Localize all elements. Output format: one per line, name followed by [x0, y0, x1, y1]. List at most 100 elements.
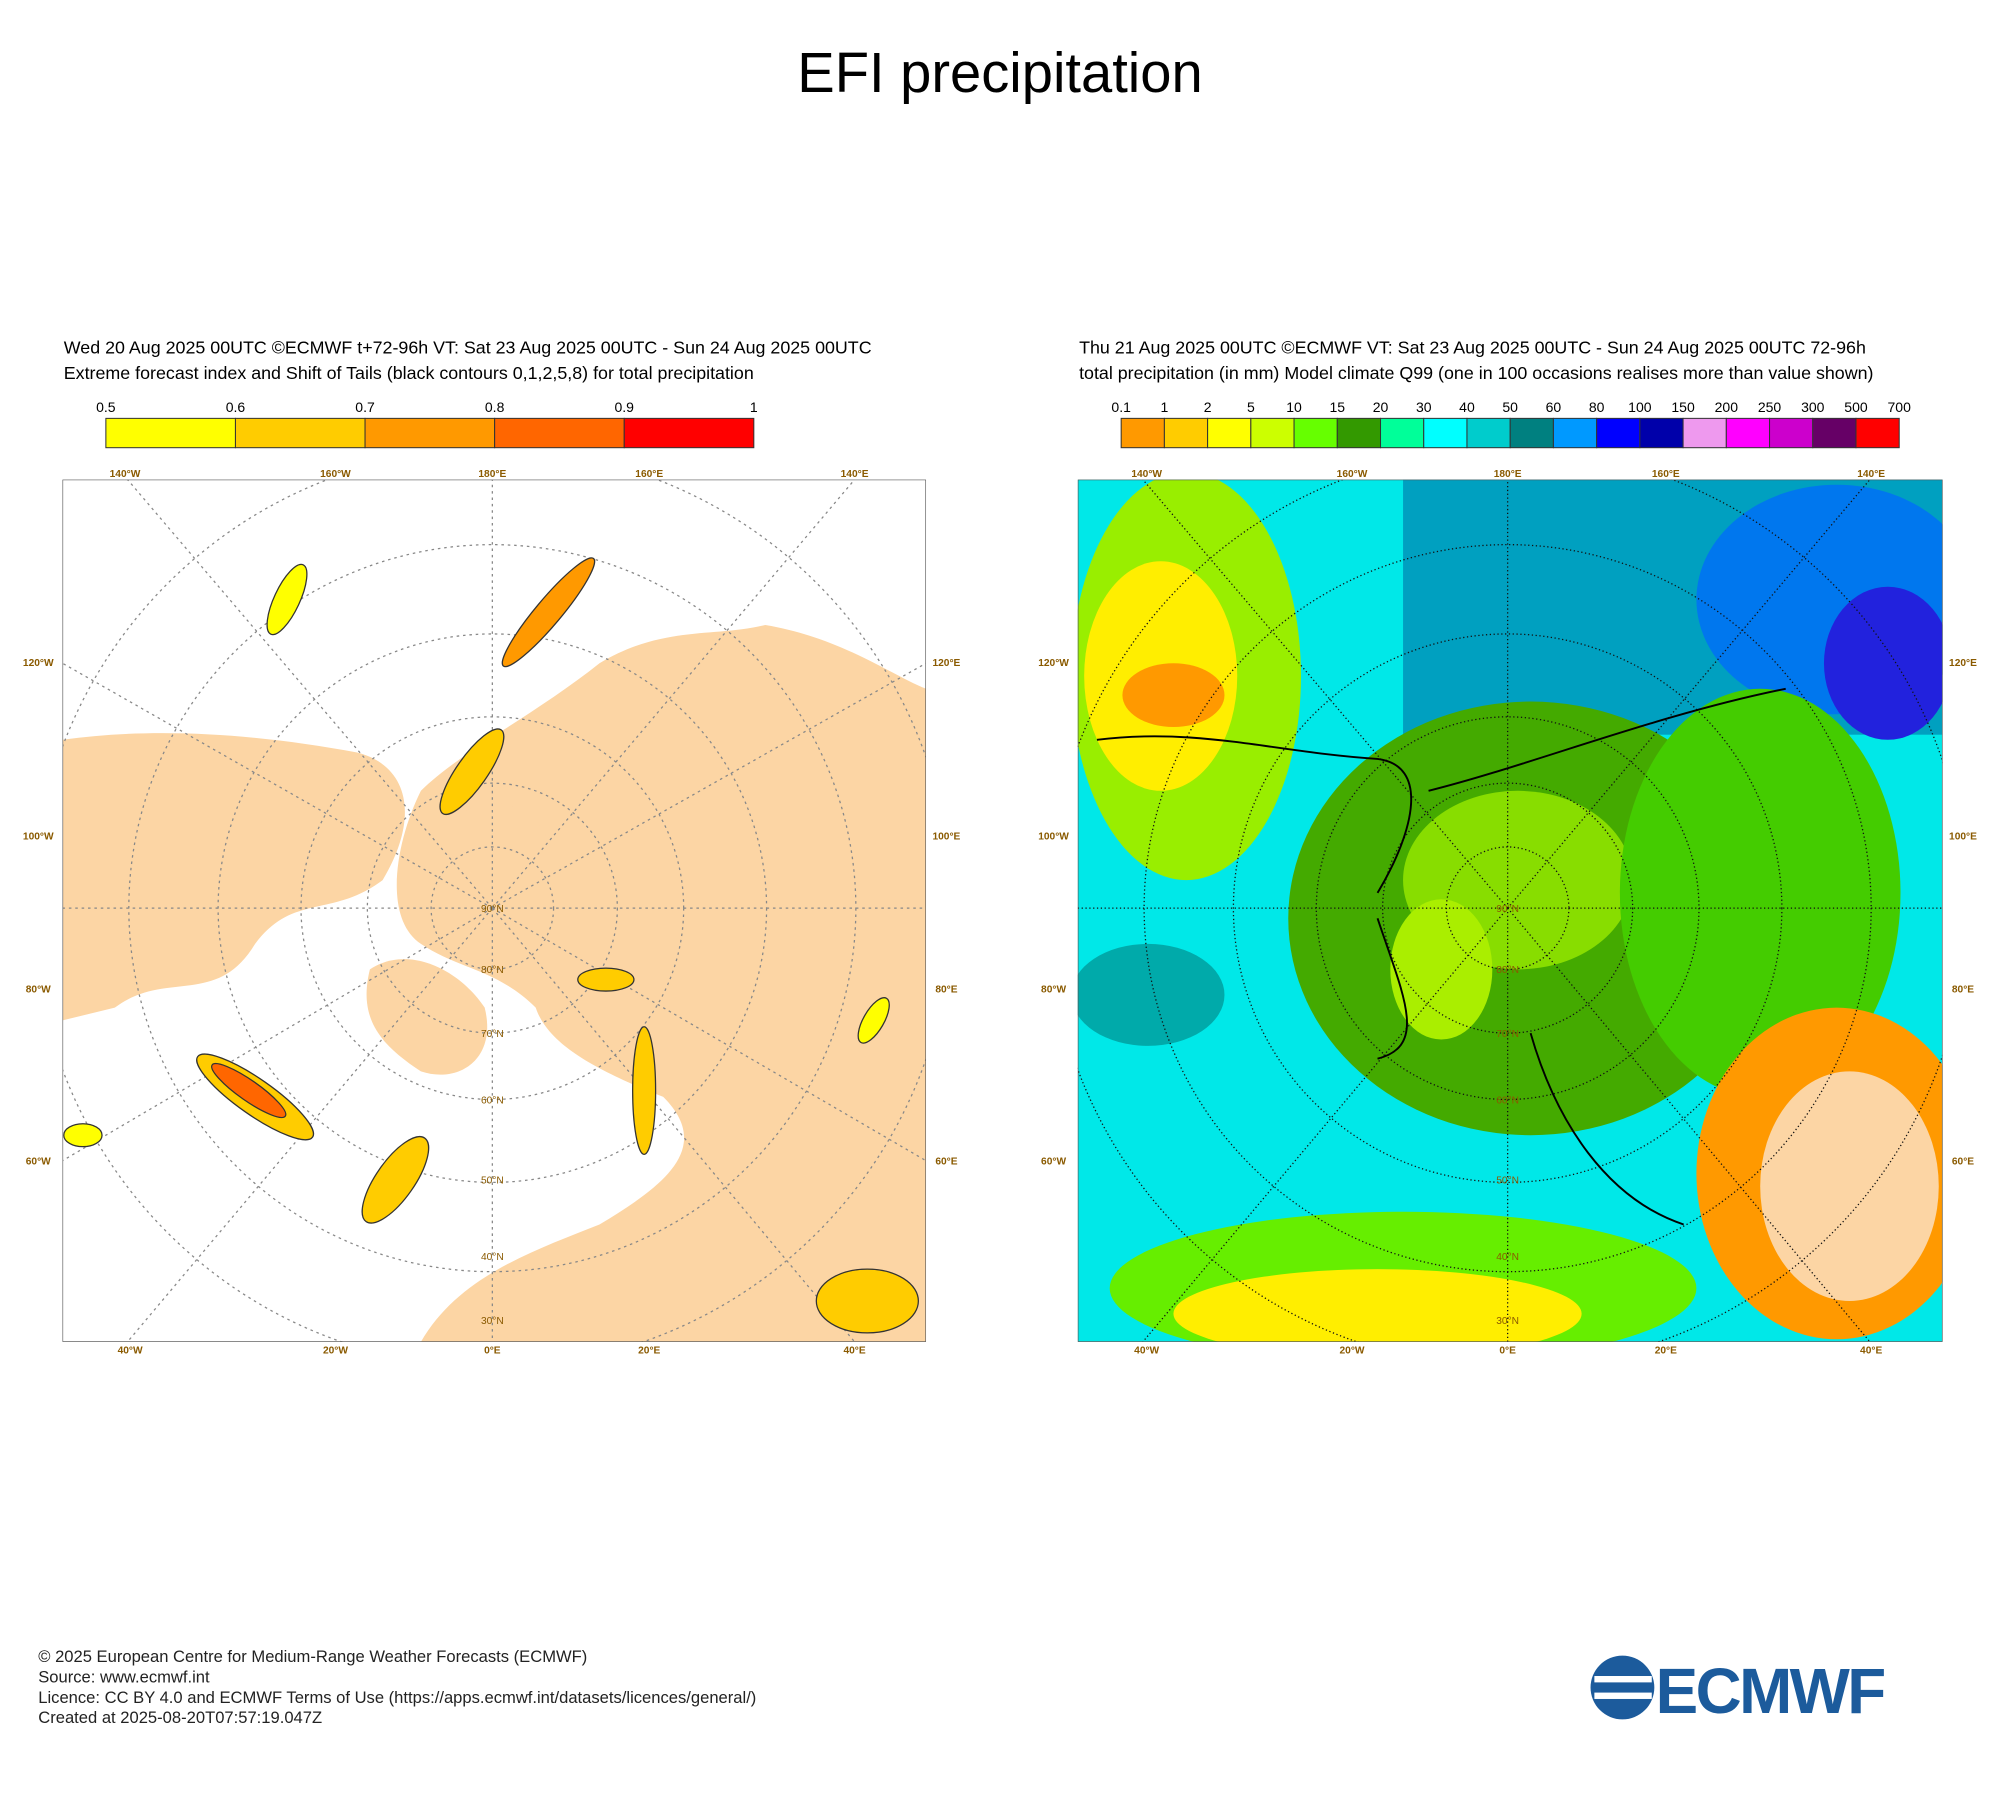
latitude-label: 90°N: [481, 904, 504, 915]
panel-header: Wed 20 Aug 2025 00UTC ©ECMWF t+72-96h VT…: [64, 337, 872, 357]
longitude-label: 140°E: [1857, 469, 1885, 480]
longitude-label: 80°E: [1952, 984, 1974, 995]
longitude-label: 20°E: [1655, 1345, 1677, 1356]
colorbar-label: 60: [1546, 399, 1562, 415]
colorbar-label: 1: [1160, 399, 1168, 415]
precipitation-map: [1077, 479, 1943, 1342]
colorbar-swatch: [1855, 417, 1900, 449]
colorbar-swatch: [105, 417, 236, 449]
latitude-label: 40°N: [1496, 1252, 1519, 1263]
colorbar-label: 0.7: [355, 399, 375, 415]
logo-text: ECMWF: [1656, 1655, 1885, 1727]
colorbar-swatch: [1293, 417, 1338, 449]
longitude-label: 40°E: [843, 1345, 865, 1356]
latitude-label: 60°N: [481, 1095, 504, 1106]
panel-header: total precipitation (in mm) Model climat…: [1079, 363, 1873, 383]
footer-line: Created at 2025-08-20T07:57:19.047Z: [38, 1708, 322, 1727]
colorbar-label: 1: [750, 399, 758, 415]
longitude-label: 120°E: [932, 658, 960, 669]
longitude-label: 180°E: [1494, 469, 1522, 480]
latitude-label: 70°N: [481, 1029, 504, 1040]
footer-line: © 2025 European Centre for Medium-Range …: [38, 1647, 587, 1666]
colorbar-swatch: [1466, 417, 1511, 449]
colorbar-label: 0.6: [226, 399, 246, 415]
longitude-label: 160°W: [320, 469, 351, 480]
latitude-label: 60°N: [1496, 1095, 1519, 1106]
colorbar-label: 20: [1373, 399, 1389, 415]
colorbar-swatch: [234, 417, 366, 449]
colorbar-swatch: [1120, 417, 1165, 449]
longitude-label: 140°W: [110, 469, 141, 480]
colorbar-swatch: [1163, 417, 1209, 449]
panel-header: Thu 21 Aug 2025 00UTC ©ECMWF VT: Sat 23 …: [1079, 337, 1866, 357]
longitude-label: 180°E: [478, 469, 506, 480]
colorbar-label: 0.5: [96, 399, 116, 415]
colorbar-swatch: [1380, 417, 1425, 449]
colorbar-swatch: [1769, 417, 1814, 449]
colorbar-label: 500: [1844, 399, 1868, 415]
colorbar-label: 200: [1715, 399, 1739, 415]
colorbar-label: 10: [1286, 399, 1302, 415]
longitude-label: 100°E: [1949, 831, 1977, 842]
longitude-label: 80°W: [1041, 984, 1066, 995]
colorbar-label: 150: [1671, 399, 1695, 415]
longitude-label: 0°E: [1499, 1345, 1516, 1356]
latitude-label: 90°N: [1496, 904, 1519, 915]
longitude-label: 160°E: [635, 469, 663, 480]
longitude-label: 20°W: [323, 1345, 348, 1356]
longitude-label: 40°E: [1860, 1345, 1882, 1356]
colorbar-swatch: [623, 417, 755, 449]
longitude-label: 160°E: [1652, 469, 1680, 480]
longitude-label: 60°E: [935, 1157, 957, 1168]
longitude-label: 140°W: [1131, 469, 1162, 480]
colorbar-label: 2: [1204, 399, 1212, 415]
colorbar-label: 250: [1758, 399, 1782, 415]
panel-header: Extreme forecast index and Shift of Tail…: [64, 363, 754, 383]
colorbar-swatch: [364, 417, 496, 449]
colorbar-swatch: [1725, 417, 1771, 449]
latitude-label: 30°N: [481, 1316, 504, 1327]
longitude-label: 60°E: [1952, 1157, 1974, 1168]
latitude-label: 80°N: [481, 965, 504, 976]
footer-line: Source: www.ecmwf.int: [38, 1667, 210, 1686]
page-title: EFI precipitation: [797, 41, 1202, 104]
colorbar-label: 100: [1628, 399, 1652, 415]
colorbar-swatch: [1207, 417, 1252, 449]
colorbar-label: 700: [1888, 399, 1912, 415]
longitude-label: 20°W: [1340, 1345, 1365, 1356]
colorbar-label: 0.8: [485, 399, 505, 415]
longitude-label: 120°W: [23, 658, 54, 669]
longitude-label: 60°W: [26, 1157, 51, 1168]
colorbar-label: 40: [1459, 399, 1475, 415]
longitude-label: 160°W: [1337, 469, 1368, 480]
colorbar-swatch: [1682, 417, 1727, 449]
longitude-label: 120°W: [1038, 658, 1069, 669]
longitude-label: 80°E: [935, 984, 957, 995]
colorbar-swatch: [1423, 417, 1468, 449]
colorbar-label: 15: [1329, 399, 1345, 415]
latitude-label: 30°N: [1496, 1316, 1519, 1327]
longitude-label: 60°W: [1041, 1157, 1066, 1168]
colorbar-swatch: [1509, 417, 1554, 449]
longitude-label: 80°W: [26, 984, 51, 995]
longitude-label: 140°E: [841, 469, 869, 480]
ecmwf-logo: ECMWF: [1590, 1655, 1887, 1727]
colorbar-swatch: [494, 417, 625, 449]
colorbar-label: 50: [1502, 399, 1518, 415]
colorbar-swatch: [1639, 417, 1684, 449]
longitude-label: 100°W: [23, 831, 54, 842]
footer-line: Licence: CC BY 4.0 and ECMWF Terms of Us…: [38, 1688, 756, 1707]
longitude-label: 40°W: [1134, 1345, 1159, 1356]
colorbar-label: 30: [1416, 399, 1432, 415]
latitude-label: 70°N: [1496, 1029, 1519, 1040]
colorbar-swatch: [1812, 417, 1857, 449]
colorbar-swatch: [1596, 417, 1641, 449]
colorbar-label: 0.1: [1111, 399, 1131, 415]
colorbar-label: 80: [1589, 399, 1605, 415]
efi-map: [62, 479, 927, 1342]
longitude-label: 40°W: [118, 1345, 143, 1356]
longitude-label: 100°E: [932, 831, 960, 842]
latitude-label: 40°N: [481, 1252, 504, 1263]
